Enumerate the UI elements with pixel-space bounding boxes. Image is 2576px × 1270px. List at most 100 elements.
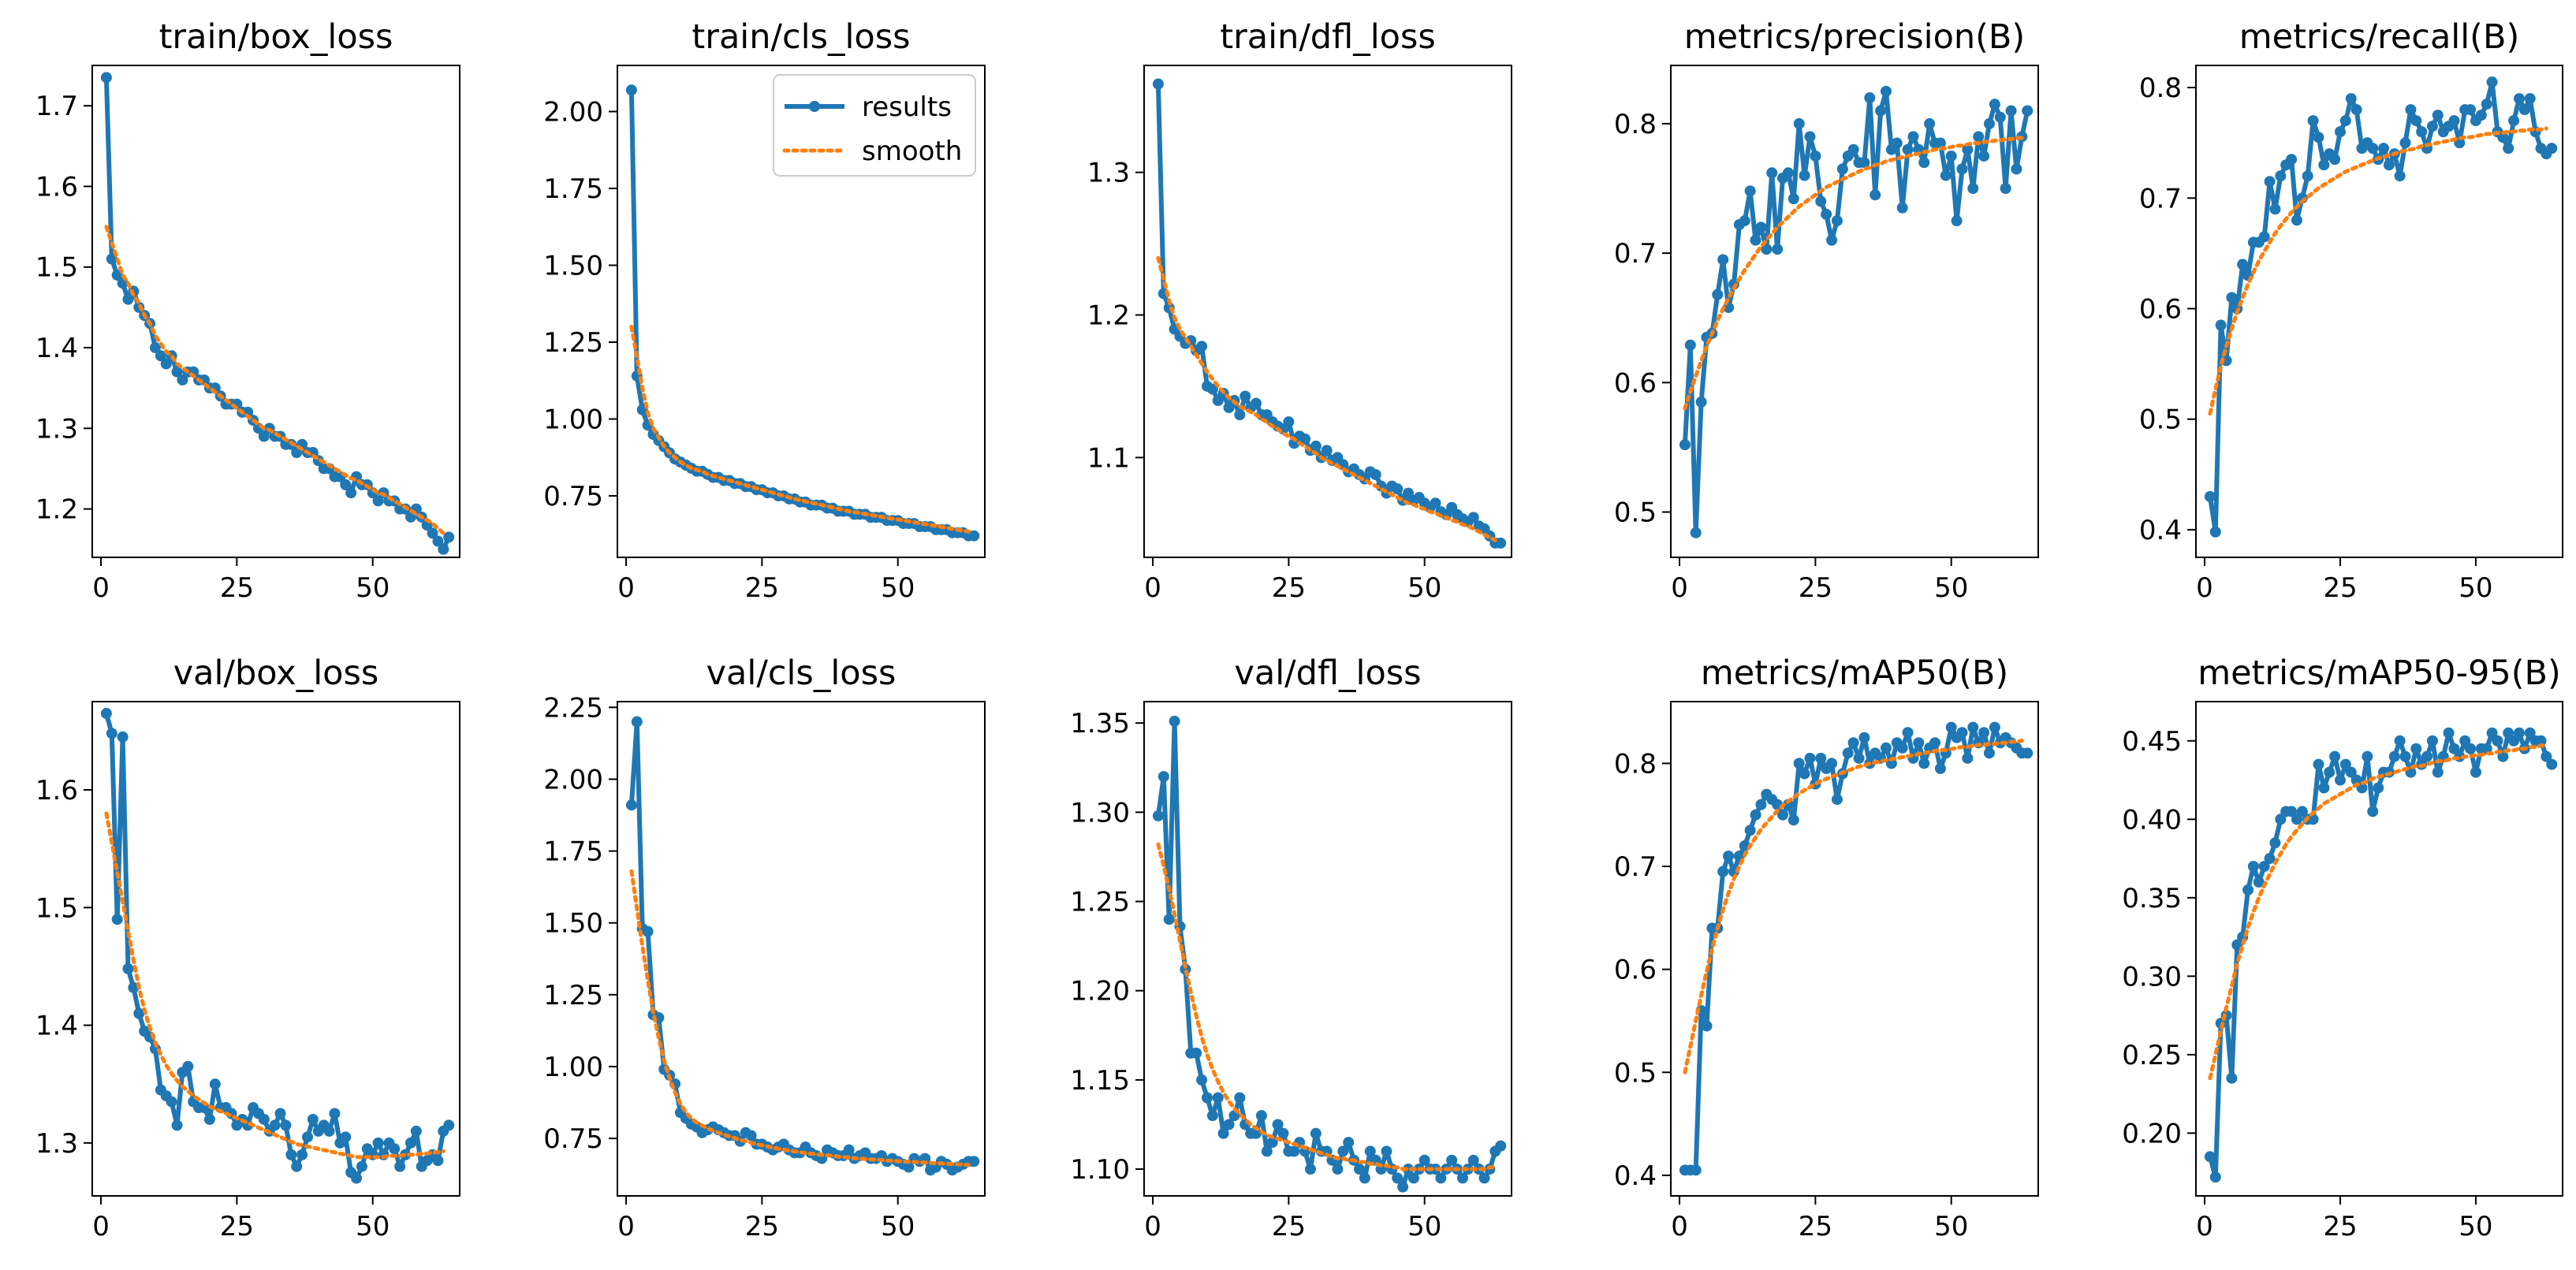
results-point [1717, 254, 1729, 266]
results-point [1821, 208, 1832, 220]
results-point [443, 531, 455, 543]
results-point [2399, 137, 2411, 149]
y-tick-label: 0.8 [1614, 109, 1657, 140]
x-tick-label: 25 [1799, 1211, 1832, 1242]
results-point [301, 1131, 313, 1143]
x-tick-label: 50 [356, 1211, 390, 1242]
x-tick-label: 0 [2196, 1211, 2213, 1242]
results-point [1251, 1127, 1262, 1139]
results-point [1945, 721, 1957, 733]
results-point [2209, 1171, 2221, 1183]
smooth-line [629, 325, 971, 534]
results-point [149, 342, 161, 354]
results-point [1744, 825, 1756, 836]
y-tick-label: 1.25 [543, 327, 603, 359]
x-tick-label: 25 [220, 572, 254, 604]
results-point [1288, 1145, 1300, 1157]
subplot-4: metrics/precision(B) 0.5 0.6 0.7 0.8 0 25 50 [1614, 17, 2039, 604]
results-point [2503, 143, 2514, 155]
results-point [1831, 794, 1843, 806]
results-point [345, 487, 357, 499]
y-tick-label: 0.6 [2139, 293, 2182, 325]
results-point [1967, 721, 1979, 733]
y-tick-label: 1.6 [35, 775, 78, 806]
results-point [1804, 131, 1816, 143]
subplot-6: val/box_loss 1.3 1.4 1.5 1.6 0 25 50 [35, 654, 460, 1242]
results-point [1788, 193, 1799, 205]
y-tick-label: 0.7 [1614, 238, 1657, 270]
results-point [285, 1149, 297, 1160]
results-point [111, 914, 123, 925]
results-point [2546, 758, 2558, 770]
results-point [171, 1119, 183, 1131]
legend-smooth-label: smooth [862, 136, 962, 167]
results-point [438, 543, 449, 555]
results-point [269, 1119, 281, 1131]
results-point [133, 1007, 145, 1019]
subplot-title: val/cls_loss [706, 654, 897, 693]
y-tick-label: 1.25 [1070, 887, 1130, 918]
results-point [1739, 215, 1750, 227]
subplot-8: val/dfl_loss 1.10 1.15 1.20 1.25 1.30 1.35 0 25 5… [1070, 654, 1512, 1242]
results-point [2465, 743, 2477, 754]
results-point [1750, 809, 1761, 821]
results-point [1973, 131, 1985, 143]
results-point [258, 1113, 270, 1125]
results-point [1403, 1164, 1415, 1175]
results-point [443, 1119, 455, 1131]
results-line [1155, 84, 1501, 546]
smooth-line [104, 811, 445, 1160]
results-point [2513, 727, 2525, 739]
results-point [1994, 111, 2006, 123]
results-point [100, 72, 112, 84]
results-point [155, 350, 166, 362]
results-point [209, 1078, 221, 1090]
results-point [2242, 884, 2254, 896]
results-point [1392, 483, 1404, 495]
results-point [1206, 383, 1218, 395]
results-point [2204, 490, 2216, 502]
results-point [1983, 747, 1995, 759]
results-point [2448, 743, 2460, 754]
results-point [2313, 758, 2324, 770]
x-tick-label: 0 [92, 572, 110, 604]
results-line [103, 77, 451, 552]
results-point [1880, 85, 1892, 97]
results-line [2208, 730, 2554, 1180]
results-point [2508, 115, 2520, 127]
legend: results smooth [773, 74, 976, 177]
results-point [1826, 758, 1838, 769]
y-tick-label: 0.6 [1614, 955, 1657, 986]
y-tick-label: 0.6 [1614, 367, 1657, 399]
results-point [2362, 750, 2373, 762]
results-point [329, 1108, 341, 1119]
y-tick-label: 1.3 [1087, 158, 1130, 189]
results-point [1782, 167, 1794, 179]
results-point [2264, 176, 2276, 188]
results-point [1934, 137, 1946, 149]
results-point [2535, 735, 2547, 747]
results-point [2432, 766, 2444, 778]
results-point [2345, 766, 2357, 778]
results-point [2313, 132, 2324, 143]
axes-frame [1670, 65, 2039, 558]
results-point [1766, 167, 1778, 179]
y-tick-label: 1.3 [35, 413, 78, 445]
y-tick-label: 0.35 [2122, 883, 2182, 914]
x-tick-label: 50 [881, 1211, 915, 1242]
results-point [2339, 758, 2351, 770]
results-line [1682, 88, 2030, 535]
results-point [280, 1119, 292, 1131]
y-tick-label: 0.8 [2139, 73, 2182, 104]
results-point [1304, 1164, 1316, 1175]
results-point [2291, 814, 2302, 825]
results-point [2318, 159, 2330, 171]
results-point [1983, 117, 1995, 129]
results-point [2329, 154, 2341, 166]
results-point [1793, 758, 1805, 769]
results-point [2373, 782, 2384, 794]
subplot-title: val/dfl_loss [1234, 654, 1421, 693]
y-tick-label: 1.75 [543, 173, 603, 205]
subplot-title: metrics/precision(B) [1684, 17, 2025, 57]
